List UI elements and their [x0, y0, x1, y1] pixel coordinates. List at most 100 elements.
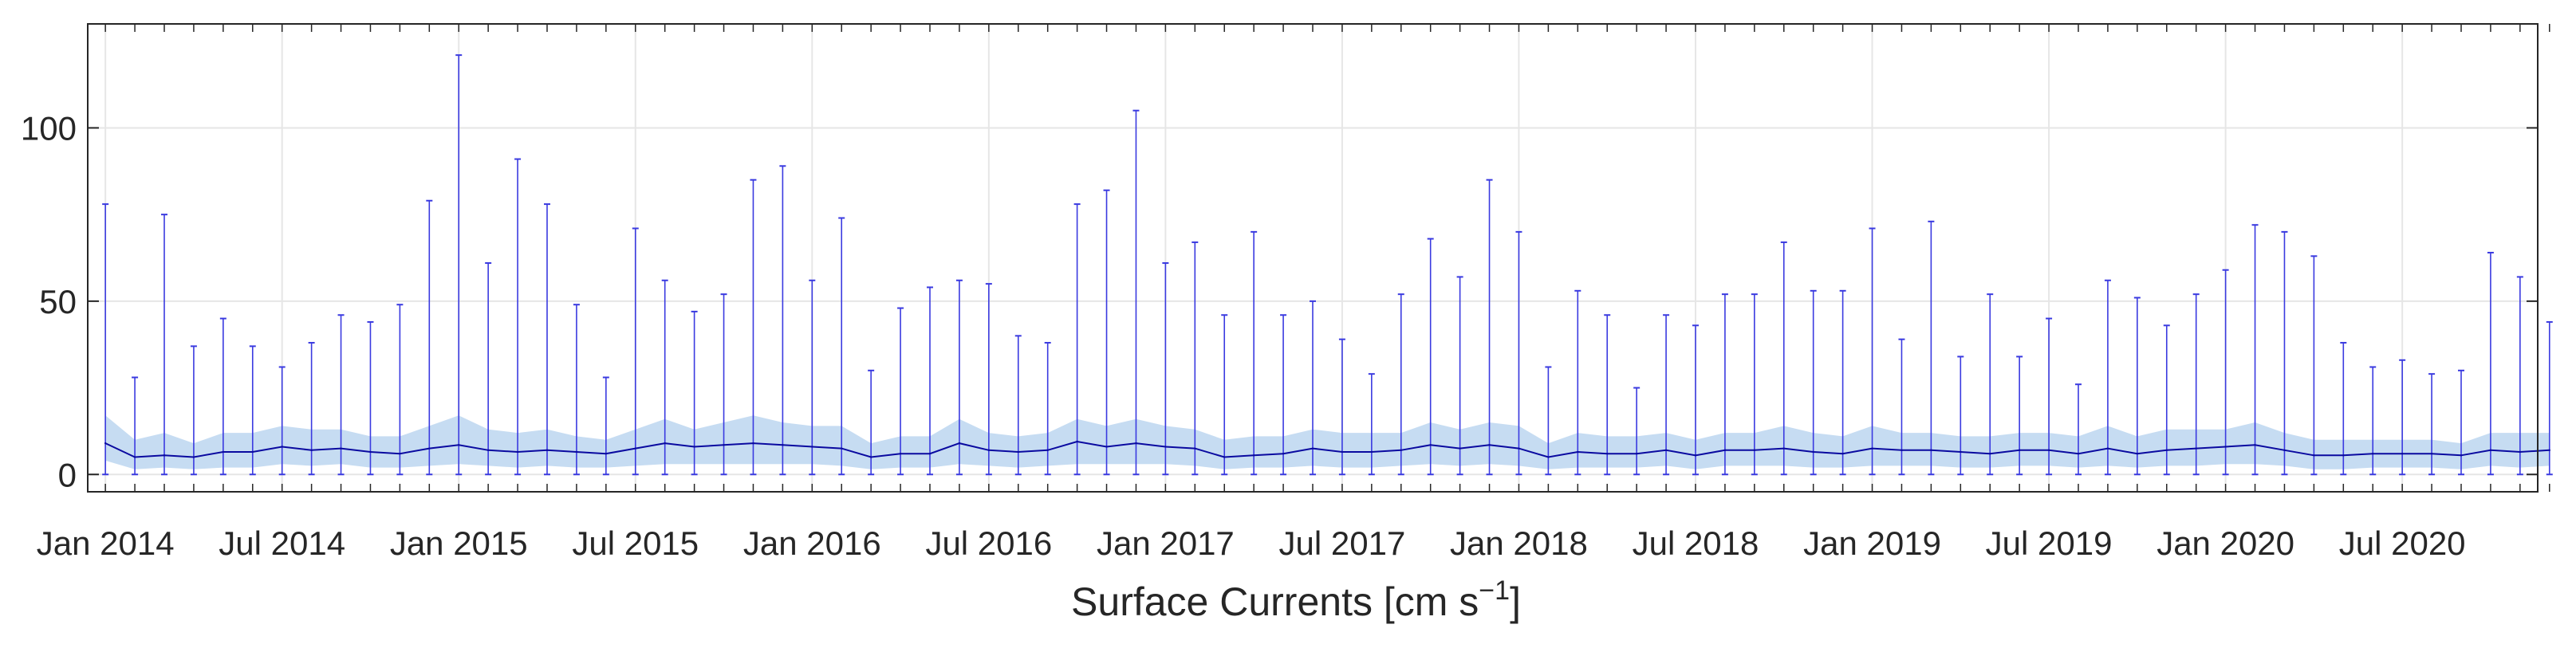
- mean-point: [1841, 452, 1844, 455]
- mean-point: [251, 450, 254, 454]
- y-tick-label: 50: [39, 283, 77, 320]
- mean-point: [458, 444, 460, 446]
- mean-point: [782, 444, 784, 446]
- mean-point: [2047, 449, 2050, 452]
- mean-point: [1812, 450, 1814, 454]
- x-tick-label: Jul 2018: [1633, 524, 1759, 562]
- x-tick-label: Jan 2014: [37, 524, 175, 562]
- mean-point: [192, 456, 195, 458]
- mean-point: [1194, 447, 1196, 450]
- mean-point: [928, 452, 932, 455]
- mean-point: [1105, 446, 1108, 448]
- mean-point: [104, 442, 107, 445]
- mean-point: [1429, 444, 1432, 446]
- mean-point: [1577, 450, 1579, 454]
- mean-point: [693, 446, 695, 448]
- mean-point: [1694, 454, 1697, 457]
- mean-point: [723, 444, 725, 446]
- mean-point: [1518, 447, 1520, 450]
- mean-point: [310, 449, 313, 452]
- mean-point: [399, 452, 401, 455]
- x-tick-label: Jan 2017: [1097, 524, 1235, 562]
- mean-point: [163, 454, 166, 457]
- mean-point: [1606, 452, 1609, 455]
- mean-point: [1723, 449, 1727, 452]
- x-axis-label-close: ]: [1510, 579, 1521, 624]
- x-tick-label: Jan 2016: [743, 524, 881, 562]
- x-tick-label: Jul 2017: [1279, 524, 1406, 562]
- x-tick-label: Jul 2015: [572, 524, 699, 562]
- mean-point: [2519, 450, 2522, 454]
- mean-point: [2401, 452, 2404, 455]
- mean-point: [1076, 440, 1078, 443]
- x-tick-label: Jan 2020: [2157, 524, 2294, 562]
- mean-point: [958, 442, 961, 445]
- band-area: [105, 415, 2550, 469]
- x-tick-label: Jul 2020: [2339, 524, 2466, 562]
- mean-point: [1900, 449, 1903, 452]
- mean-point: [664, 442, 666, 445]
- mean-point: [2342, 454, 2345, 457]
- mean-point: [605, 452, 608, 455]
- mean-point: [899, 452, 902, 455]
- mean-point: [811, 446, 813, 448]
- mean-point: [2077, 452, 2080, 455]
- x-tick-label: Jan 2018: [1450, 524, 1588, 562]
- mean-point: [1164, 446, 1167, 448]
- mean-point: [987, 449, 991, 452]
- mean-point: [1547, 456, 1550, 458]
- mean-point: [281, 446, 283, 448]
- mean-point: [869, 456, 872, 458]
- mean-point: [516, 450, 519, 454]
- mean-point: [1989, 452, 1991, 455]
- x-tick-label: Jul 2016: [925, 524, 1052, 562]
- axis-ticks: Jan 2014 Jul 2014 Jan 2015 Jul 2015 Jan 2016…: [21, 24, 2550, 562]
- mean-point: [2254, 444, 2256, 446]
- mean-point: [752, 442, 754, 445]
- x-tick-label: Jul 2014: [219, 524, 345, 562]
- mean-point: [1635, 452, 1638, 455]
- mean-point: [841, 447, 843, 450]
- mean-point: [133, 456, 136, 458]
- spread-band: [105, 415, 2550, 469]
- x-axis-label-main: Surface Currents [cm s: [1071, 579, 1479, 624]
- mean-point: [1370, 450, 1373, 454]
- mean-point: [2136, 452, 2139, 455]
- mean-point: [428, 447, 431, 450]
- mean-point: [2313, 454, 2315, 457]
- mean-point: [2165, 449, 2168, 452]
- mean-point: [2489, 449, 2492, 452]
- mean-point: [340, 447, 342, 450]
- x-axis-label-superscript: −1: [1479, 575, 1510, 606]
- mean-point: [1664, 449, 1668, 452]
- mean-point: [2430, 452, 2433, 455]
- mean-point: [1400, 449, 1402, 452]
- mean-point: [1753, 449, 1756, 452]
- mean-point: [1960, 450, 1962, 454]
- mean-point: [369, 450, 372, 454]
- mean-point: [2195, 447, 2197, 450]
- mean-point: [2106, 447, 2109, 450]
- mean-point: [2224, 446, 2227, 448]
- mean-point: [2283, 449, 2286, 452]
- x-tick-label: Jul 2019: [1986, 524, 2113, 562]
- mean-point: [2018, 449, 2021, 452]
- mean-point: [1459, 447, 1461, 450]
- mean-point: [2460, 454, 2463, 457]
- mean-point: [1782, 447, 1785, 450]
- y-tick-label: 100: [21, 109, 77, 147]
- mean-point: [1046, 449, 1049, 452]
- mean-series: [104, 440, 2550, 458]
- mean-point: [222, 450, 225, 454]
- x-tick-label: Jan 2015: [390, 524, 528, 562]
- x-tick-label: Jan 2019: [1803, 524, 1941, 562]
- max-whiskers: [102, 54, 2553, 476]
- mean-point: [1135, 442, 1137, 445]
- mean-point: [1311, 447, 1314, 450]
- mean-point: [1282, 452, 1285, 455]
- mean-point: [1223, 456, 1226, 458]
- y-tick-label: 0: [58, 456, 77, 493]
- mean-point: [486, 449, 490, 452]
- mean-point: [2548, 449, 2550, 452]
